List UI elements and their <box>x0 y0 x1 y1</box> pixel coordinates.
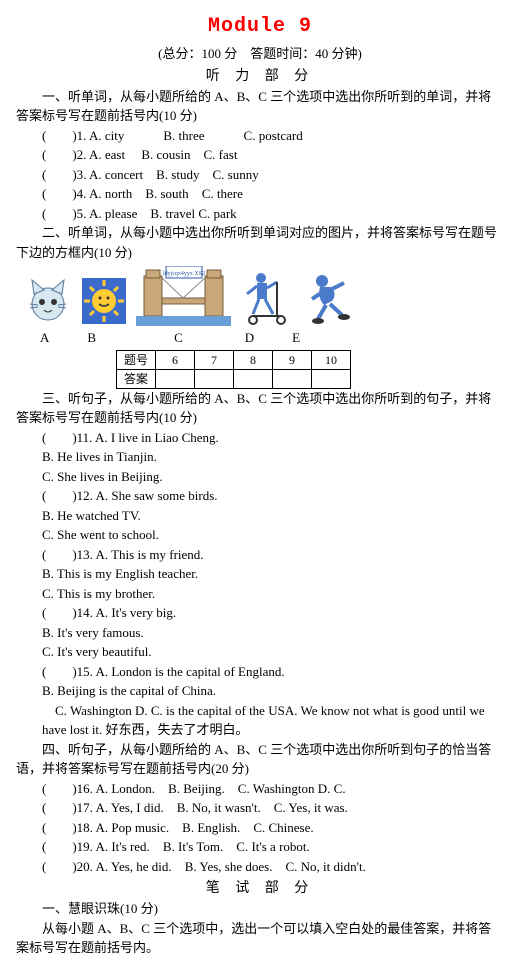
q15c: C. Washington D. C. is the capital of th… <box>16 701 504 740</box>
sec4-intro: 四、听句子，从每小题所给的 A、B、C 三个选项中选出你所听到句子的恰当答语，并… <box>16 740 504 779</box>
q19: ( )19. A. It's red. B. It's Tom. C. It's… <box>16 837 504 857</box>
img-e <box>302 271 357 326</box>
image-row: ldyjcqx4yyx XS2 <box>24 266 504 326</box>
sec5-head: 一、慧眼识珠(10 分) <box>16 899 504 919</box>
q11c: C. She lives in Beijing. <box>16 467 504 487</box>
bridge-icon: ldyjcqx4yyx XS2 <box>136 266 231 326</box>
q1: ( )1. A. city B. three C. postcard <box>16 126 504 146</box>
q5: ( )5. A. please B. travel C. park <box>16 204 504 224</box>
answer-table: 题号 678910 答案 <box>116 350 351 389</box>
sec5-intro: 从每小题 A、B、C 三个选项中，选出一个可以填入空白处的最佳答案，并将答案标号… <box>16 919 504 958</box>
q15b: B. Beijing is the capital of China. <box>16 681 504 701</box>
q18: ( )18. A. Pop music. B. English. C. Chin… <box>16 818 504 838</box>
tag-text: ldyjcqx4yyx XS2 <box>163 271 205 277</box>
q13b: B. This is my English teacher. <box>16 564 504 584</box>
img-a <box>24 276 72 326</box>
q16: ( )16. A. London. B. Beijing. C. Washing… <box>16 779 504 799</box>
q12c: C. She went to school. <box>16 525 504 545</box>
q20: ( )20. A. Yes, he did. B. Yes, she does.… <box>16 857 504 877</box>
sec2-intro: 二、听单词，从每小题中选出你所听到单词对应的图片，并将答案标号写在题号下边的方框… <box>16 223 504 262</box>
q13: ( )13. A. This is my friend. <box>16 545 504 565</box>
th-num: 题号 <box>117 350 156 369</box>
sec1-list: ( )1. A. city B. three C. postcard ( )2.… <box>16 126 504 224</box>
q14: ( )14. A. It's very big. <box>16 603 504 623</box>
skater-icon <box>302 271 357 326</box>
img-labels: A B C D E <box>40 328 504 348</box>
q2: ( )2. A. east B. cousin C. fast <box>16 145 504 165</box>
sec1-intro: 一、听单词，从每小题所给的 A、B、C 三个选项中选出你所听到的单词，并将答案标… <box>16 87 504 126</box>
q4: ( )4. A. north B. south C. there <box>16 184 504 204</box>
cat-icon <box>24 276 72 326</box>
q14c: C. It's very beautiful. <box>16 642 504 662</box>
sec3-intro: 三、听句子，从每小题所给的 A、B、C 三个选项中选出你所听到的句子，并将答案标… <box>16 389 504 428</box>
sun-icon <box>80 276 128 326</box>
q3: ( )3. A. concert B. study C. sunny <box>16 165 504 185</box>
module-title: Module 9 <box>16 12 504 42</box>
img-d <box>239 268 294 326</box>
q12: ( )12. A. She saw some birds. <box>16 486 504 506</box>
listening-title: 听 力 部 分 <box>16 66 504 87</box>
q13c: C. This is my brother. <box>16 584 504 604</box>
q14b: B. It's very famous. <box>16 623 504 643</box>
img-b <box>80 276 128 326</box>
q17: ( )17. A. Yes, I did. B. No, it wasn't. … <box>16 798 504 818</box>
q11: ( )11. A. I live in Liao Cheng. <box>16 428 504 448</box>
q11b: B. He lives in Tianjin. <box>16 447 504 467</box>
th-ans: 答案 <box>117 369 156 388</box>
scooter-icon <box>239 268 294 326</box>
q15: ( )15. A. London is the capital of Engla… <box>16 662 504 682</box>
score-line: (总分：100 分 答题时间：40 分钟) <box>16 44 504 64</box>
written-title: 笔 试 部 分 <box>16 878 504 899</box>
q12b: B. He watched TV. <box>16 506 504 526</box>
img-c: ldyjcqx4yyx XS2 <box>136 266 231 326</box>
